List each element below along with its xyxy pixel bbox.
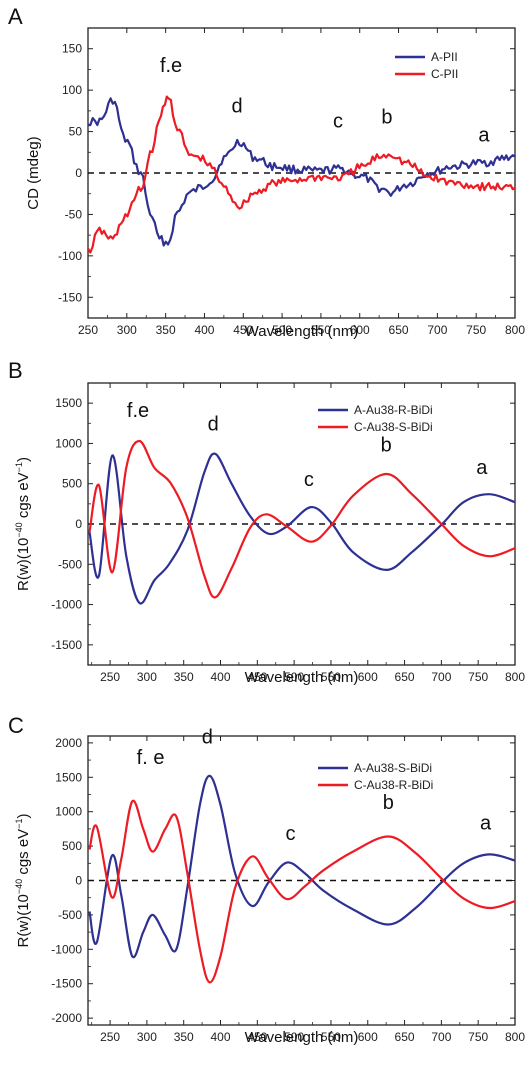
x-tick-label: 650: [395, 670, 415, 684]
x-tick-label: 800: [505, 670, 525, 684]
x-tick-label: 750: [466, 323, 486, 337]
x-tick-label: 450: [247, 670, 267, 684]
x-tick-label: 350: [156, 323, 176, 337]
peak-label: d: [231, 96, 242, 118]
peak-label: c: [333, 110, 343, 132]
peak-label: c: [285, 823, 295, 845]
x-tick-label: 800: [505, 323, 525, 337]
x-tick-label: 500: [284, 1030, 304, 1044]
panel-b: B 250 300 350 400 450 500 550 600 650 700 750 800 -15…: [8, 358, 525, 686]
x-tick-label: 550: [311, 323, 331, 337]
x-tick-label: 750: [468, 670, 488, 684]
peak-label: b: [383, 792, 394, 814]
legend-label: A-Au38-R-BiDi: [354, 403, 433, 417]
legend-label: C-PII: [431, 67, 458, 81]
y-tick-label: 500: [62, 839, 82, 853]
y-tick-label: 1000: [55, 805, 82, 819]
series-line-a-au38-r-bidi: [88, 452, 515, 605]
panel-c: C 250 300 350 400 450 500 550 600 650 700 750 800 -20…: [8, 713, 525, 1046]
y-tick-label: 2000: [55, 736, 82, 750]
series-line-c-au38-r-bidi: [88, 799, 515, 984]
y-tick-label: -1500: [51, 638, 82, 652]
panel-label: B: [8, 358, 23, 383]
y-tick-label: -500: [58, 557, 82, 571]
legend-label: A-Au38-S-BiDi: [354, 761, 432, 775]
peak-label: d: [208, 414, 219, 436]
y-axis-label: R(w)(10−40 cgs eV−1): [14, 814, 32, 948]
x-tick-label: 500: [272, 323, 292, 337]
y-tick-label: 500: [62, 477, 82, 491]
peak-label: f.e: [160, 55, 182, 77]
x-tick-label: 350: [174, 670, 194, 684]
series-line-c-pii: [88, 95, 515, 254]
x-tick-label: 600: [358, 1030, 378, 1044]
y-tick-label: -1000: [51, 942, 82, 956]
peak-label: c: [304, 469, 314, 491]
x-axis-label: Wavelength (nm): [245, 669, 359, 686]
peak-label: a: [478, 125, 490, 147]
y-tick-label: 1500: [55, 770, 82, 784]
y-axis-label: R(w)(10−40 cgs eV−1): [14, 457, 32, 591]
x-tick-label: 550: [321, 670, 341, 684]
x-tick-label: 250: [100, 1030, 120, 1044]
y-tick-label: -500: [58, 908, 82, 922]
series-line-a-au38-s-bidi: [88, 774, 515, 959]
x-tick-label: 600: [350, 323, 370, 337]
x-tick-label: 250: [100, 670, 120, 684]
peak-label: b: [381, 106, 392, 128]
x-tick-label: 300: [117, 323, 137, 337]
peak-label: f. e: [137, 747, 165, 769]
y-tick-label: -2000: [51, 1011, 82, 1025]
y-tick-label: 0: [75, 517, 82, 531]
x-axis-label: Wavelength (nm): [245, 323, 359, 340]
x-tick-label: 250: [78, 323, 98, 337]
panel-label: A: [8, 4, 23, 29]
y-tick-label: 1000: [55, 436, 82, 450]
y-tick-label: -100: [58, 249, 82, 263]
x-tick-label: 300: [137, 670, 157, 684]
x-tick-label: 550: [321, 1030, 341, 1044]
y-tick-label: 100: [62, 83, 82, 97]
y-tick-label: 0: [75, 166, 82, 180]
x-tick-label: 400: [211, 670, 231, 684]
peak-label: d: [202, 727, 213, 749]
x-tick-label: 500: [284, 670, 304, 684]
series-line-c-au38-s-bidi: [88, 439, 515, 599]
x-tick-label: 750: [468, 1030, 488, 1044]
y-tick-label: -1500: [51, 977, 82, 991]
x-axis-label: Wavelength (nm): [245, 1029, 359, 1046]
x-tick-label: 650: [389, 323, 409, 337]
y-tick-label: -150: [58, 290, 82, 304]
series-line-a-pii: [88, 97, 515, 247]
legend-label: A-PII: [431, 50, 458, 64]
panel-label: C: [8, 713, 24, 738]
y-tick-label: -50: [65, 207, 83, 221]
x-tick-label: 700: [431, 670, 451, 684]
x-tick-label: 650: [395, 1030, 415, 1044]
legend-label: C-Au38-R-BiDi: [354, 778, 433, 792]
x-tick-label: 350: [174, 1030, 194, 1044]
x-tick-label: 700: [427, 323, 447, 337]
peak-label: f.e: [127, 400, 149, 422]
y-axis-label: CD (mdeg): [25, 136, 42, 209]
x-tick-label: 450: [233, 323, 253, 337]
x-tick-label: 400: [211, 1030, 231, 1044]
y-tick-label: 1500: [55, 396, 82, 410]
y-tick-label: -1000: [51, 598, 82, 612]
y-tick-label: 0: [75, 874, 82, 888]
x-tick-label: 300: [137, 1030, 157, 1044]
peak-label: b: [381, 434, 392, 456]
x-tick-label: 450: [247, 1030, 267, 1044]
x-tick-label: 400: [194, 323, 214, 337]
y-tick-label: 150: [62, 42, 82, 56]
y-tick-label: 50: [69, 125, 83, 139]
x-tick-label: 600: [358, 670, 378, 684]
peak-label: a: [480, 813, 492, 835]
legend-label: C-Au38-S-BiDi: [354, 420, 433, 434]
x-tick-label: 700: [431, 1030, 451, 1044]
peak-label: a: [476, 457, 488, 479]
x-tick-label: 800: [505, 1030, 525, 1044]
